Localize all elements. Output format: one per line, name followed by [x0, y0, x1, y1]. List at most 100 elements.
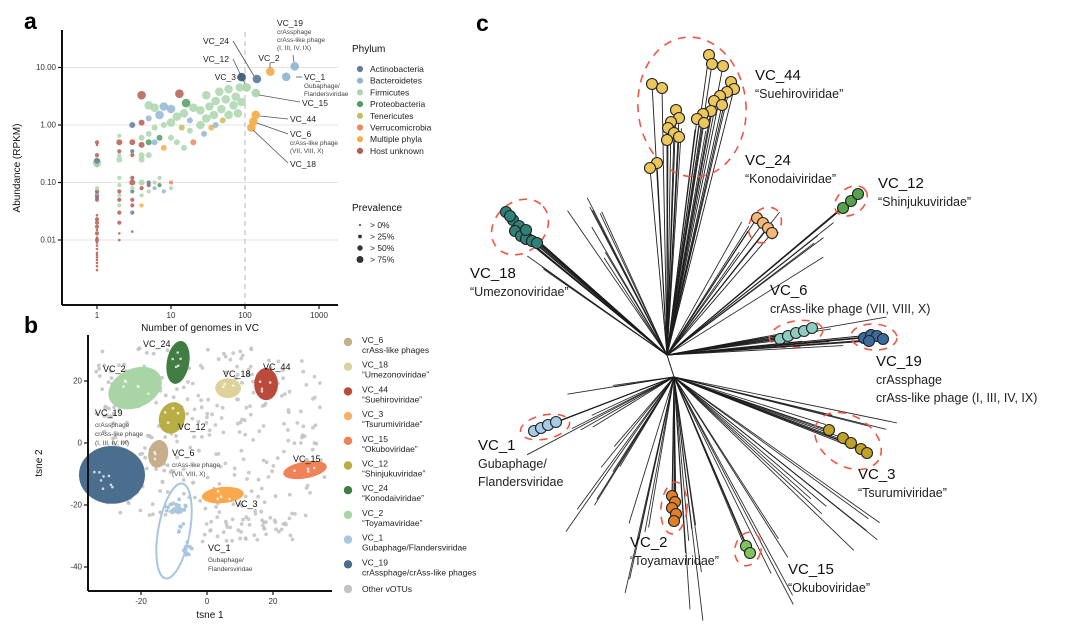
cluster-speckle: [260, 390, 264, 393]
clade-VC_44: VC_44 “Suehiroviridae”: [637, 36, 843, 356]
tree-branch: [594, 376, 675, 506]
votu-point: [157, 183, 162, 188]
annotation-VC_15: VC_15: [302, 98, 328, 108]
clade-label-VC_24: VC_24: [745, 152, 791, 169]
cluster-speckle: [101, 487, 105, 491]
tsne-legend-label: VC_19: [362, 557, 388, 567]
tsne-legend-sublabel: Gubaphage/Flandersviridae: [362, 543, 467, 553]
prevalence-legend-label: > 0%: [370, 220, 390, 230]
phylum-legend-label: Proteobacteria: [370, 99, 426, 109]
votu-point: [151, 124, 158, 131]
panel-c-letter: c: [476, 10, 489, 36]
cluster-label-VC_1: VC_1: [208, 543, 231, 553]
other-votu-point: [239, 530, 244, 534]
other-votu-point: [241, 457, 246, 462]
x-tick-label: 0: [205, 597, 210, 606]
votu-point: [233, 109, 243, 118]
cluster-speckle: [177, 364, 180, 368]
cluster-VC_24: VC_24: [143, 339, 190, 384]
tsne-legend-label: VC_15: [362, 434, 388, 444]
annotation-sub: Gubaphage/: [304, 83, 340, 90]
votu-point: [95, 258, 99, 262]
cluster-member-point: [177, 503, 181, 508]
tree-branch: [576, 376, 675, 510]
other-votu-point: [138, 508, 143, 513]
other-votu-point: [262, 500, 267, 505]
clade-VC_12: VC_12 “Shinjukuviridae”: [666, 175, 971, 356]
votu-point: [150, 103, 159, 112]
tree-branch: [673, 376, 827, 507]
other-votu-point: [235, 397, 239, 402]
tsne-legend-label: VC_44: [362, 384, 388, 394]
cluster-member-point: [177, 497, 181, 502]
cluster-ellipse: [158, 402, 186, 434]
prevalence-legend-label: > 50%: [370, 243, 395, 253]
vc-point-VC_44: [251, 110, 261, 120]
panel-a-letter: a: [24, 8, 37, 34]
clade-tip: [672, 130, 686, 144]
annotation-VC_6: VC_6: [290, 129, 312, 139]
votu-point: [196, 106, 205, 115]
other-votu-point: [112, 405, 116, 409]
tree-trunk: [666, 354, 675, 378]
other-votu-point: [264, 520, 268, 524]
clade-branch: [656, 162, 668, 356]
other-votu-point: [264, 532, 268, 537]
prevalence-legend-label: > 25%: [370, 232, 395, 242]
x-axis-title: Number of genomes in VC: [141, 323, 259, 334]
clade-tip: [503, 209, 517, 223]
other-votu-point: [197, 448, 201, 453]
clade-tip: [844, 436, 858, 450]
votu-point: [130, 210, 135, 215]
tree-branch: [628, 376, 675, 524]
tsne-legend-label: VC_3: [362, 409, 384, 419]
votu-point: [209, 110, 219, 120]
prevalence-swatch: [359, 224, 361, 226]
other-votu-point: [191, 480, 196, 485]
other-votu-point: [206, 347, 210, 352]
other-votu-point: [246, 372, 250, 377]
clade-sublabel: “Konodaiviridae”: [745, 172, 836, 186]
other-votu-point: [151, 351, 156, 356]
votu-point: [152, 186, 157, 191]
x-tick-label: 100: [238, 311, 252, 320]
tree-branch: [673, 376, 704, 621]
clade-VC_18: VC_18 “Umezonoviridae”: [470, 198, 668, 356]
other-votu-point: [174, 434, 178, 438]
votu-point: [94, 231, 100, 236]
cluster-VC_15: VC_15: [283, 454, 327, 480]
votu-point: [95, 236, 99, 239]
other-votu-point: [292, 441, 297, 446]
cluster-label-VC_2: VC_2: [103, 364, 126, 374]
other-votu-point: [260, 404, 265, 408]
votu-point: [94, 189, 100, 194]
other-votu-point: [163, 393, 168, 398]
clade-tip: [860, 446, 874, 460]
x-tick-label: 10: [167, 311, 176, 320]
clade-tip: [876, 332, 890, 346]
votu-point: [156, 134, 163, 141]
votu-point: [186, 127, 193, 134]
tsne-legend-label: VC_18: [362, 360, 388, 370]
votu-point: [95, 255, 99, 259]
tsne-legend-swatch: [343, 362, 353, 371]
phylum-swatch: [356, 89, 364, 96]
tree-branch: [673, 376, 869, 520]
phylum-legend-label: Firmicutes: [370, 87, 409, 97]
votu-point: [217, 104, 226, 114]
other-votu-point: [263, 401, 268, 406]
cluster-speckle: [312, 466, 316, 470]
clade-branch: [673, 376, 830, 431]
other-votu-point: [255, 537, 260, 542]
other-votu-point: [299, 409, 303, 414]
vc-point-VC_19: [290, 62, 300, 71]
cluster-sublabel: Gubaphage/: [208, 557, 244, 564]
prevalence-legend: Prevalence > 0% > 25%> 50% > 75%: [352, 203, 402, 265]
votu-point: [94, 237, 100, 243]
votu-point: [117, 133, 122, 138]
tsne-legend-label: VC_24: [362, 483, 388, 493]
other-votu-point: [207, 433, 212, 437]
votu-point: [138, 179, 145, 186]
votu-point: [166, 118, 176, 127]
cluster-member-point: [163, 504, 167, 509]
